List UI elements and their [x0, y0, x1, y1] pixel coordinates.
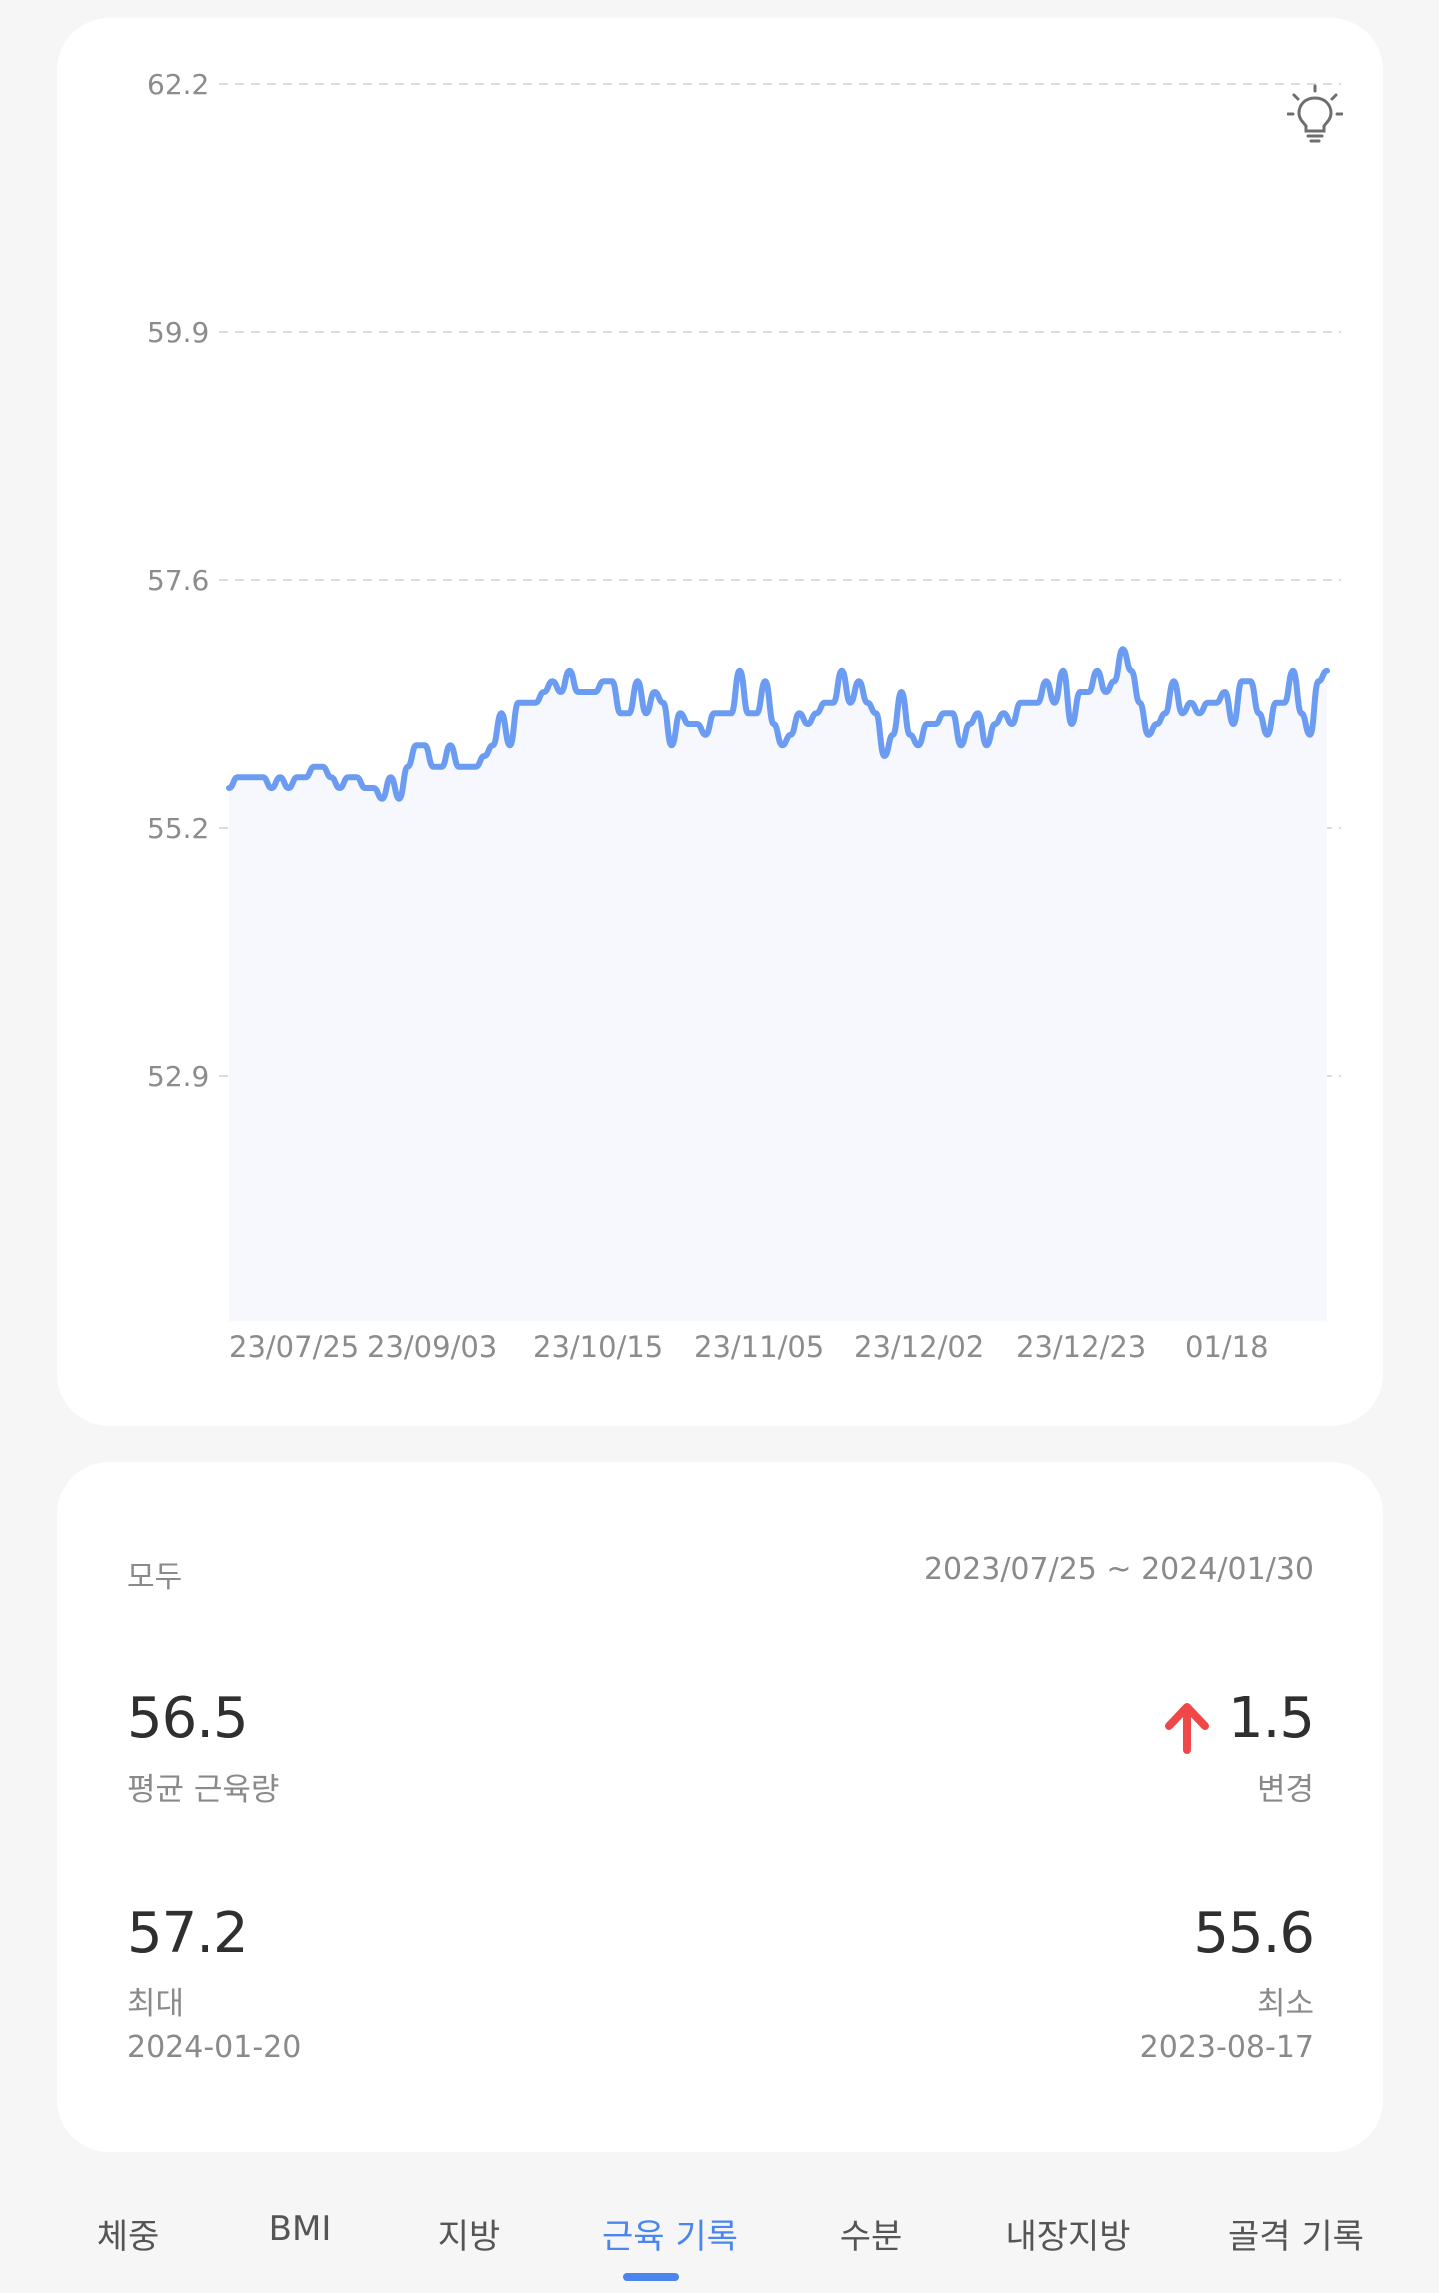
y-tick-label: 52.9 [147, 1060, 209, 1093]
summary-card [57, 1462, 1383, 2152]
series-line [226, 646, 1330, 802]
x-tick-label: 23/12/02 [854, 1330, 984, 1364]
y-tick-label: 59.9 [147, 316, 209, 349]
muscle-trend-chart[interactable]: 62.259.957.655.252.9 23/07/25 23/09/03 23/… [57, 18, 1383, 1426]
y-tick-label: 55.2 [147, 812, 209, 845]
x-tick-label: 23/11/05 [694, 1330, 824, 1364]
tab-fat[interactable]: 지방 [437, 2217, 501, 2257]
tab-visceral-fat[interactable]: 내장지방 [1005, 2217, 1131, 2257]
active-tab-indicator [623, 2273, 679, 2281]
x-axis-labels: 23/07/25 23/09/03 23/10/15 23/11/05 23/12/02… [229, 1330, 1269, 1364]
tab-skeletal-record[interactable]: 골격 기록 [1228, 2217, 1364, 2257]
tab-muscle-record[interactable]: 근육 기록 [602, 2217, 738, 2257]
x-tick-label: 23/12/23 [1016, 1330, 1146, 1364]
date-range: 2023/07/25 ~ 2024/01/30 [923, 1552, 1314, 1587]
tab-water[interactable]: 수분 [839, 2217, 903, 2257]
x-tick-label: 23/09/03 [367, 1330, 497, 1364]
max-value: 57.2 [127, 1901, 249, 1966]
change-label: 변경 [1256, 1772, 1314, 1808]
range-label[interactable]: 모두 [127, 1560, 183, 1595]
tab-weight[interactable]: 체중 [96, 2217, 160, 2257]
x-tick-label: 01/18 [1185, 1330, 1269, 1364]
trend-chart-card: 62.2 59.9 57.6 55.2 52.9 23/07/25 23/09/03 23/… [57, 18, 1383, 1426]
min-label: 최소 [1256, 1986, 1314, 2022]
y-tick-label: 62.2 [147, 68, 209, 101]
metric-tab-bar: 체중 BMI 지방 근육 기록 수분 내장지방 골격 기록 [0, 2185, 1439, 2293]
arrow-up-icon [1164, 1700, 1210, 1754]
x-tick-label: 23/10/15 [533, 1330, 663, 1364]
tab-bmi[interactable]: BMI [268, 2209, 332, 2249]
max-label: 최대 [127, 1986, 185, 2022]
series-area [229, 649, 1327, 1322]
x-tick-label: 23/07/25 [229, 1330, 359, 1364]
min-date: 2023-08-17 [1139, 2030, 1314, 2065]
average-label: 평균 근육량 [127, 1772, 280, 1808]
max-date: 2024-01-20 [127, 2030, 302, 2065]
average-value: 56.5 [127, 1686, 249, 1751]
lightbulb-icon[interactable] [1286, 84, 1344, 144]
change-value: 1.5 [1227, 1686, 1315, 1751]
min-value: 55.6 [1193, 1901, 1315, 1966]
y-tick-label: 57.6 [147, 564, 209, 597]
